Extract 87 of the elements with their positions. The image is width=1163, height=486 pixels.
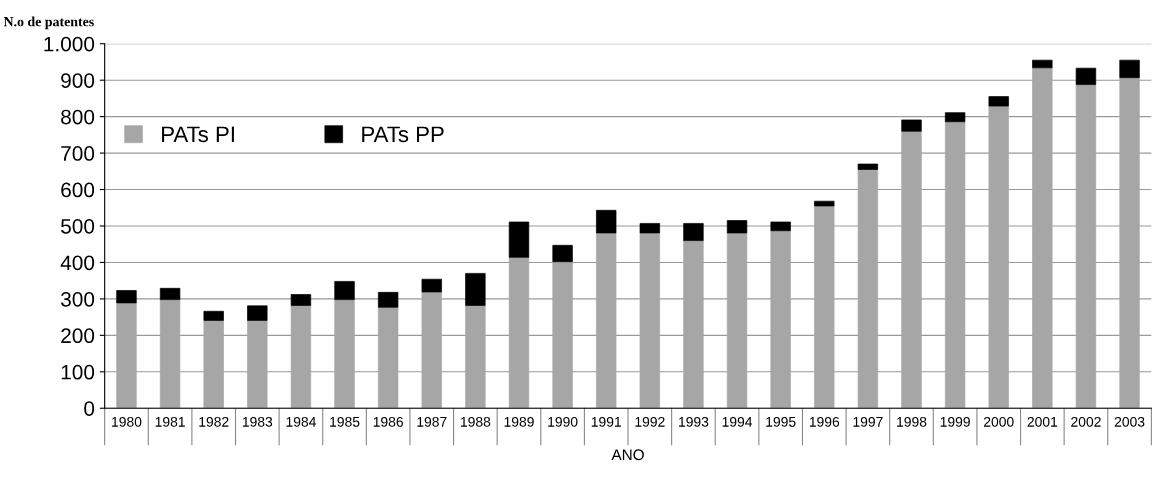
bar <box>1075 67 1097 85</box>
x-tick-label: 1980 <box>112 416 142 427</box>
x-tick-label: 1984 <box>286 416 316 427</box>
bar <box>116 290 137 304</box>
x-tick-label: 1986 <box>373 416 403 427</box>
bar <box>203 320 224 409</box>
y-tick-label: 200 <box>61 328 95 344</box>
bar <box>203 310 224 321</box>
bar <box>290 305 312 409</box>
legend-label: PATs PI <box>162 126 234 143</box>
bar <box>596 209 617 234</box>
bar <box>508 256 530 409</box>
x-tick-label: 1988 <box>460 416 491 427</box>
x-tick-label: 1998 <box>897 416 927 427</box>
x-tick-label: 1990 <box>548 416 578 427</box>
x-tick-label: 1983 <box>242 416 273 427</box>
bar <box>116 302 137 409</box>
y-tick-label: 600 <box>61 182 95 198</box>
bar <box>334 281 355 300</box>
x-tick-label: 2003 <box>1114 416 1145 427</box>
y-axis-title: N.o de patentes <box>3 16 94 30</box>
bar <box>1075 84 1097 409</box>
bar <box>1119 77 1140 409</box>
x-tick-label: 1999 <box>940 416 970 427</box>
y-tick-label: 900 <box>61 73 95 88</box>
bar <box>377 306 399 409</box>
x-tick-label: 1996 <box>809 416 840 427</box>
bar <box>1032 67 1053 409</box>
bar <box>814 200 835 207</box>
y-tick-label: 300 <box>60 291 95 307</box>
x-tick-label: 1981 <box>155 416 185 427</box>
bar <box>988 105 1009 409</box>
bar <box>770 230 791 409</box>
bar <box>639 232 660 409</box>
bar <box>1119 59 1140 78</box>
bar <box>901 119 922 132</box>
bar <box>857 163 879 170</box>
bar <box>639 223 660 234</box>
x-tick-label: 2001 <box>1027 416 1058 427</box>
y-tick-label: 500 <box>61 218 95 234</box>
bar <box>465 273 486 306</box>
y-tick-label: 100 <box>61 364 95 380</box>
x-tick-label: 1985 <box>330 416 360 427</box>
bar <box>944 112 966 123</box>
x-tick-label: 1992 <box>635 416 665 427</box>
bar <box>683 223 704 241</box>
y-tick-label: 800 <box>61 109 95 125</box>
bar <box>596 232 617 409</box>
legend-label: PATs PP <box>362 126 444 143</box>
bar <box>726 232 748 409</box>
bar <box>159 287 181 300</box>
bar <box>552 261 573 409</box>
x-tick-label: 1995 <box>766 416 796 427</box>
y-tick-label: 1.000 <box>44 36 95 52</box>
bar <box>988 96 1009 107</box>
bar <box>1032 59 1053 69</box>
x-tick-label: 2000 <box>983 416 1014 427</box>
bar <box>247 320 268 409</box>
x-tick-label: 1994 <box>722 416 753 427</box>
bar <box>247 305 268 321</box>
x-tick-label: 1989 <box>504 416 534 427</box>
bar <box>770 221 791 232</box>
bar <box>857 169 879 409</box>
bar <box>814 205 835 409</box>
bar <box>552 244 573 263</box>
bar <box>421 278 442 293</box>
bar <box>683 240 704 409</box>
x-tick-label: 1982 <box>199 416 229 427</box>
bar <box>901 130 922 409</box>
x-tick-label: 1993 <box>679 416 709 427</box>
y-tick-label: 400 <box>60 255 95 271</box>
bar <box>726 220 748 234</box>
y-tick-label: 700 <box>61 146 95 161</box>
bar <box>334 299 355 409</box>
x-tick-label: 1997 <box>853 416 883 427</box>
x-tick-label: 1987 <box>417 416 447 427</box>
x-axis-title: ANO <box>611 449 644 461</box>
bar <box>465 305 486 409</box>
bar <box>290 294 312 306</box>
bar <box>377 291 399 308</box>
y-tick-label: 0 <box>84 401 95 416</box>
bar <box>944 121 966 409</box>
bar <box>421 291 442 409</box>
x-tick-label: 1991 <box>591 416 621 427</box>
bar <box>159 299 181 409</box>
x-tick-label: 2002 <box>1071 416 1101 427</box>
bar <box>508 221 530 258</box>
